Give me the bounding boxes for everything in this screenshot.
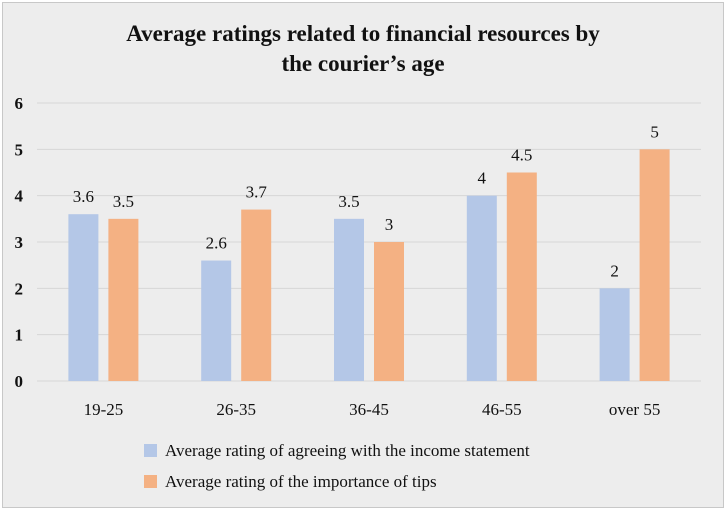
x-tick-label: over 55 — [609, 400, 660, 419]
bar-over-55-series-2 — [639, 149, 670, 381]
x-tick-label: 36-45 — [349, 400, 389, 419]
data-label: 2.6 — [206, 234, 227, 253]
data-label: 3.5 — [338, 192, 359, 211]
bar-46-55-series-1 — [466, 195, 497, 381]
legend: Average rating of agreeing with the inco… — [144, 441, 530, 491]
y-tick-label: 1 — [15, 326, 24, 345]
data-label: 3.6 — [73, 187, 94, 206]
bar-over-55-series-1 — [599, 288, 630, 381]
y-axis-ticks: 0 1 2 3 4 5 6 — [15, 94, 24, 391]
data-label: 4 — [478, 169, 487, 188]
y-tick-label: 6 — [15, 94, 24, 113]
chart-title-line-2: the courier’s age — [281, 51, 444, 76]
data-label: 3 — [385, 215, 394, 234]
y-tick-label: 2 — [15, 279, 24, 298]
x-tick-label: 19-25 — [84, 400, 124, 419]
bar-26-35-series-2 — [241, 209, 272, 381]
legend-label-series-2: Average rating of the importance of tips — [165, 472, 437, 491]
data-label: 3.7 — [246, 183, 268, 202]
bar-26-35-series-1 — [201, 260, 232, 381]
data-label: 2 — [610, 261, 619, 280]
data-label: 3.5 — [113, 192, 134, 211]
bar-19-25-series-2 — [108, 218, 139, 381]
data-label: 5 — [650, 122, 659, 141]
gridlines — [37, 102, 701, 382]
y-tick-label: 4 — [15, 187, 24, 206]
bar-36-45-series-2 — [374, 242, 404, 381]
chart-title-line-1: Average ratings related to financial res… — [126, 21, 600, 46]
bars — [68, 149, 670, 381]
bar-46-55-series-2 — [506, 172, 537, 381]
x-tick-label: 26-35 — [216, 400, 256, 419]
data-label: 4.5 — [511, 146, 532, 165]
legend-swatch-series-2 — [144, 475, 157, 488]
legend-label-series-1: Average rating of agreeing with the inco… — [165, 441, 530, 460]
bar-19-25-series-1 — [68, 214, 99, 381]
chart-svg: Average ratings related to financial res… — [15, 21, 701, 491]
data-labels: 3.6 3.5 2.6 3.7 3.5 3 4 4.5 2 5 — [73, 122, 659, 280]
y-tick-label: 5 — [15, 140, 24, 159]
x-axis-ticks: 19-25 26-35 36-45 46-55 over 55 — [84, 400, 661, 419]
bar-36-45-series-1 — [334, 218, 364, 381]
legend-swatch-series-1 — [144, 444, 157, 457]
y-tick-label: 3 — [15, 233, 24, 252]
x-tick-label: 46-55 — [482, 400, 522, 419]
y-tick-label: 0 — [15, 372, 24, 391]
